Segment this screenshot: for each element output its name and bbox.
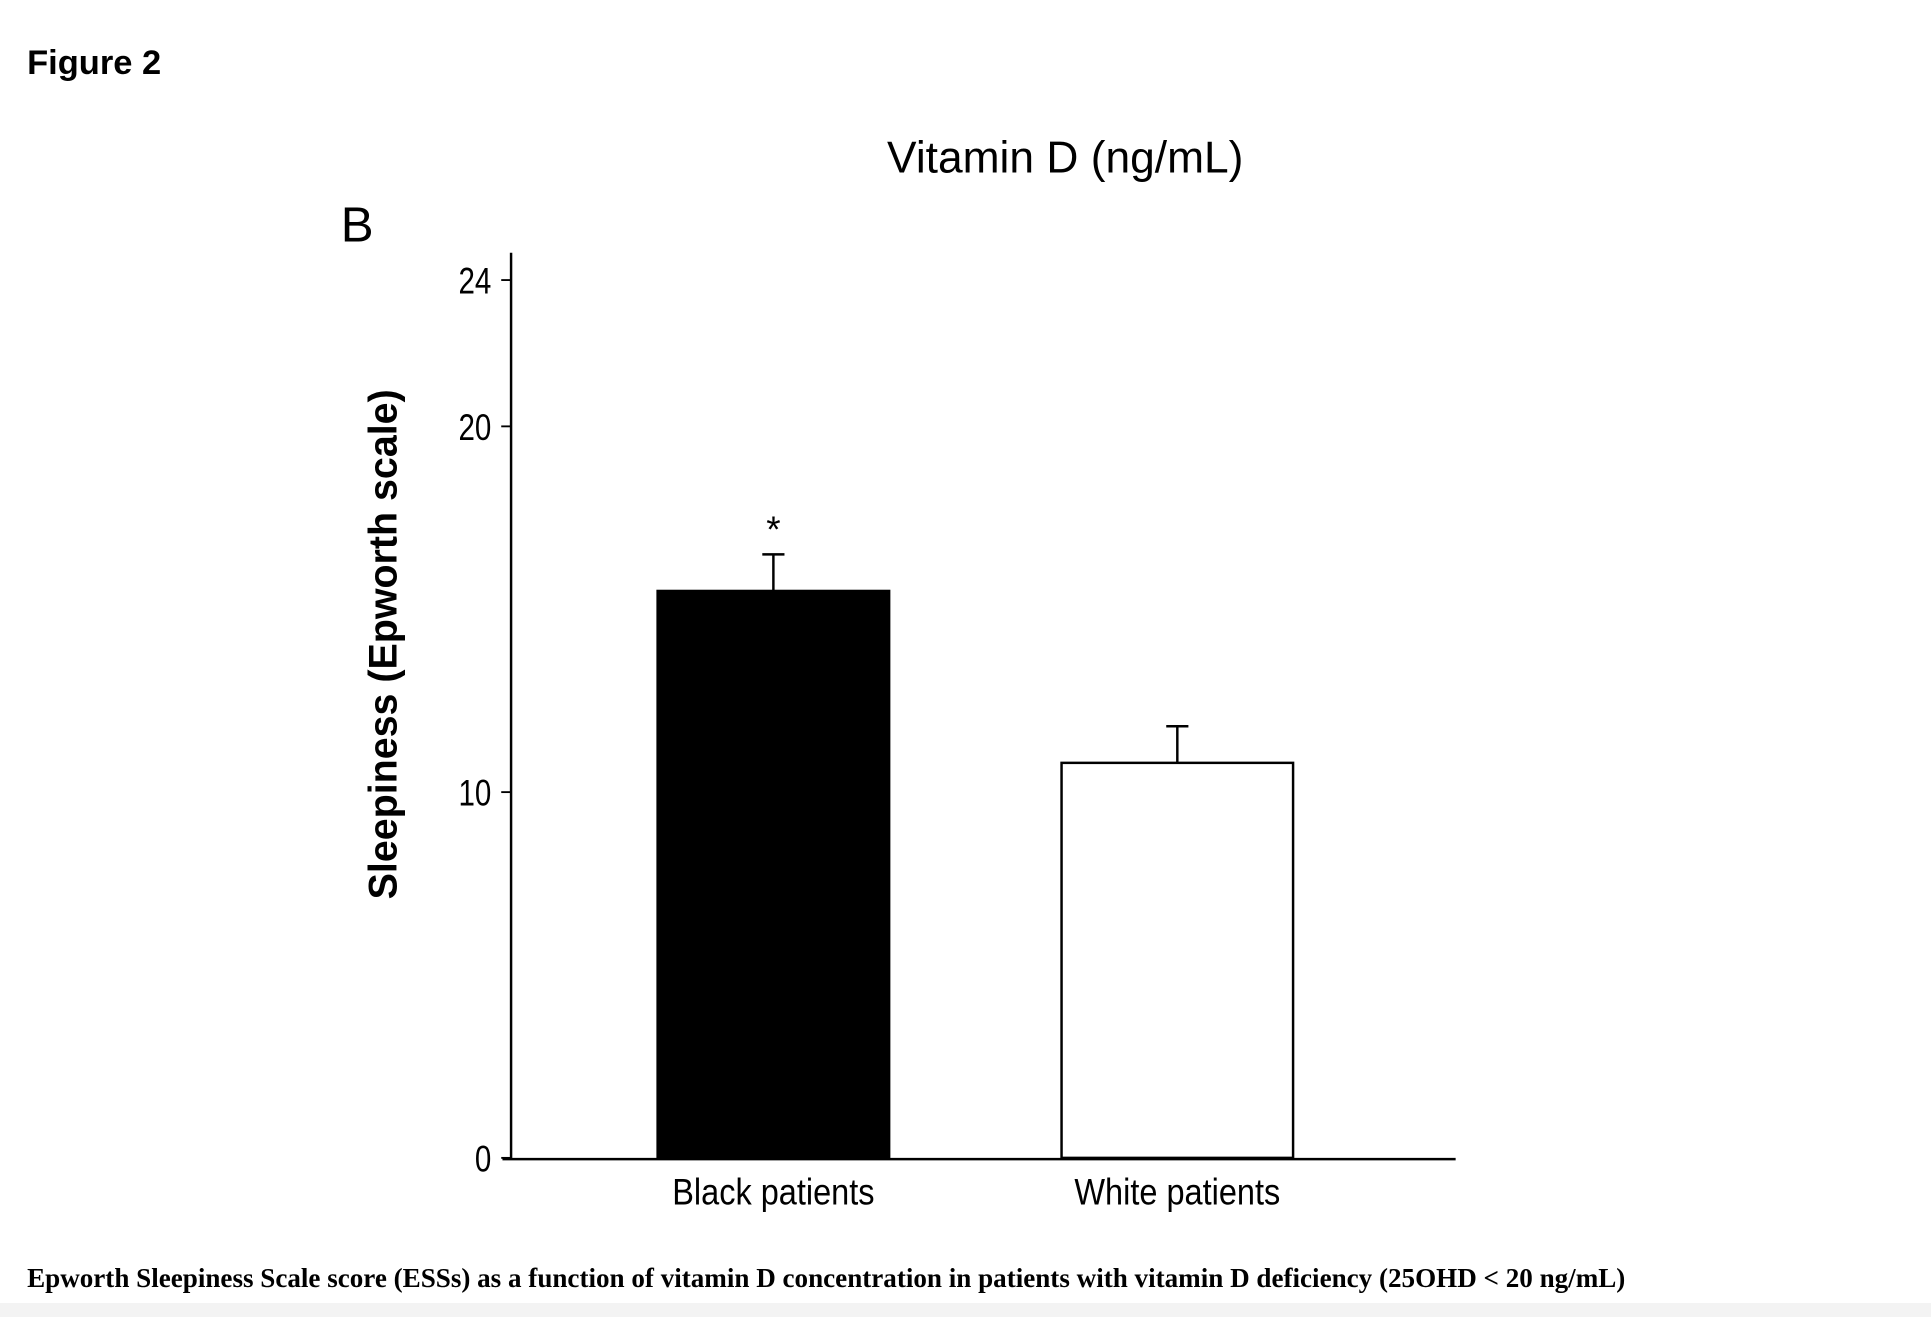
y-tick-label: 24 bbox=[459, 262, 492, 303]
y-tick-label: 10 bbox=[459, 774, 492, 815]
significance-marker: * bbox=[766, 509, 780, 550]
y-axis-label: Sleepiness (Epworth scale) bbox=[362, 389, 406, 899]
bar-black-patients bbox=[656, 589, 891, 1160]
y-tick-label: 0 bbox=[475, 1139, 491, 1180]
bar-white-patients bbox=[1060, 761, 1295, 1160]
panel-label: B bbox=[341, 198, 374, 253]
x-tick-label: White patients bbox=[1074, 1173, 1280, 1213]
x-tick-label: Black patients bbox=[672, 1173, 874, 1213]
chart-title: Vitamin D (ng/mL) bbox=[887, 134, 1243, 183]
y-tick-label: 20 bbox=[459, 408, 492, 449]
footer-bar bbox=[0, 1303, 1931, 1317]
caption: Epworth Sleepiness Scale score (ESSs) as… bbox=[27, 1263, 1625, 1293]
figure-label: Figure 2 bbox=[27, 44, 161, 82]
